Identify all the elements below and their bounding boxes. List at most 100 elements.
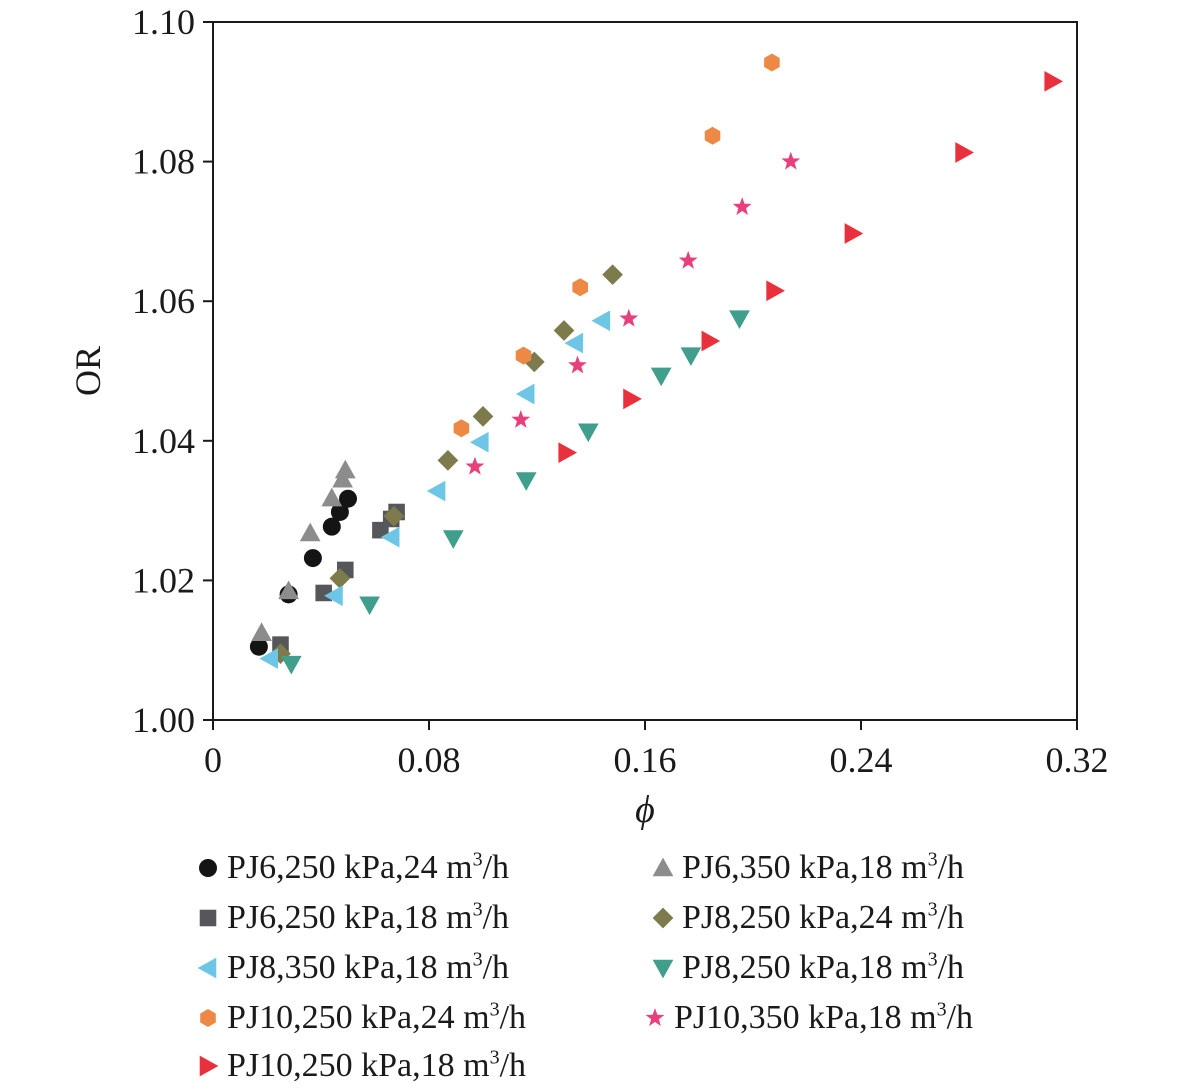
- y-tick-label: 1.00: [132, 700, 195, 740]
- data-point: [515, 383, 535, 405]
- data-point: [380, 526, 400, 548]
- x-axis-label: ϕ: [635, 789, 655, 830]
- data-point: [251, 622, 272, 642]
- legend-label: PJ10,250 kPa,18 m3/h: [227, 1046, 527, 1084]
- legend-label: PJ10,350 kPa,18 m3/h: [674, 998, 974, 1036]
- legend-marker-triangle-up-icon: [652, 857, 674, 877]
- legend-marker-shape: [197, 957, 217, 979]
- data-point: [781, 151, 801, 170]
- y-tick-label: 1.04: [132, 421, 195, 461]
- data-point: [577, 423, 599, 443]
- data-point: [278, 580, 299, 600]
- data-point: [472, 406, 494, 427]
- legend-marker-shape: [652, 959, 674, 979]
- legend-item: PJ10,250 kPa,18 m3/h: [195, 1046, 526, 1086]
- legend-marker-shape: [199, 859, 217, 877]
- data-point: [572, 278, 588, 297]
- data-point: [259, 648, 278, 669]
- legend-item: PJ6,250 kPa,18 m3/h: [195, 898, 509, 938]
- data-point: [955, 142, 974, 163]
- legend-item: PJ8,350 kPa,18 m3/h: [195, 948, 509, 988]
- x-tick-label: 0.32: [1046, 740, 1109, 780]
- data-point: [704, 126, 721, 145]
- plot-area-frame: [212, 21, 1078, 721]
- data-point: [465, 456, 485, 475]
- data-point: [619, 308, 639, 327]
- data-point: [469, 431, 489, 453]
- data-point: [303, 549, 322, 568]
- data-point: [732, 197, 752, 215]
- legend-item: PJ6,350 kPa,18 m3/h: [650, 848, 964, 888]
- data-point: [249, 637, 268, 656]
- legend-marker-circle-icon: [199, 859, 217, 877]
- x-tick-label: 0.24: [830, 740, 893, 780]
- y-tick-label: 1.08: [132, 142, 195, 182]
- x-tick-label: 0: [204, 740, 222, 780]
- data-point: [299, 522, 321, 542]
- legend-marker-square-icon: [199, 909, 217, 927]
- legend-label: PJ10,250 kPa,24 m3/h: [227, 998, 527, 1036]
- legend-item: PJ8,250 kPa,18 m3/h: [650, 948, 964, 988]
- data-point: [330, 502, 349, 521]
- data-point: [591, 310, 611, 332]
- data-point: [515, 346, 532, 365]
- data-point: [383, 505, 405, 527]
- x-axis: 0 0.08 0.16 0.24 0.32: [204, 720, 1109, 780]
- data-point: [523, 351, 545, 373]
- data-point: [680, 347, 702, 366]
- data-point: [339, 489, 357, 508]
- legend-item: PJ6,250 kPa,24 m3/h: [195, 848, 509, 888]
- data-point: [321, 487, 343, 507]
- legend-marker-shape: [199, 1055, 219, 1077]
- legend-marker-triangle-down-icon: [652, 959, 674, 979]
- legend-marker-shape: [200, 1009, 216, 1027]
- y-tick-label: 1.06: [132, 281, 195, 321]
- data-point: [678, 250, 698, 269]
- y-tick-label: 1.02: [132, 560, 195, 600]
- data-point: [602, 264, 623, 286]
- legend-item: PJ10,350 kPa,18 m3/h: [642, 998, 973, 1038]
- data-points: [249, 53, 1064, 675]
- legend-label: PJ8,250 kPa,18 m3/h: [682, 948, 965, 986]
- data-point: [322, 517, 341, 536]
- legend-item: PJ10,250 kPa,24 m3/h: [195, 998, 526, 1038]
- legend-marker-star-icon: [645, 1008, 665, 1027]
- legend-marker-shape: [645, 1008, 665, 1027]
- legend-marker-triangle-right-icon: [199, 1055, 219, 1077]
- legend-label: PJ6,250 kPa,18 m3/h: [227, 898, 510, 936]
- y-axis-label: OR: [68, 346, 108, 396]
- legend-label: PJ8,350 kPa,18 m3/h: [227, 948, 510, 986]
- legend-marker-shape: [652, 907, 674, 929]
- data-point: [623, 388, 642, 410]
- data-point: [844, 223, 864, 244]
- legend-item: PJ8,250 kPa,24 m3/h: [650, 898, 964, 938]
- y-axis: 1.00 1.02 1.04 1.06 1.08 1.10: [132, 2, 213, 740]
- data-point: [511, 409, 531, 428]
- data-point: [1044, 70, 1064, 92]
- data-point: [329, 567, 351, 589]
- y-tick-label: 1.10: [132, 2, 195, 42]
- data-point: [453, 419, 470, 438]
- legend-label: PJ8,250 kPa,24 m3/h: [682, 898, 965, 936]
- x-tick-label: 0.16: [614, 740, 677, 780]
- data-point: [324, 585, 343, 607]
- data-point: [442, 530, 464, 549]
- data-point: [650, 367, 672, 387]
- data-point: [426, 480, 446, 502]
- data-point: [553, 320, 575, 341]
- data-point: [280, 655, 302, 675]
- legend-label: PJ6,350 kPa,18 m3/h: [682, 848, 965, 886]
- legend-marker-diamond-icon: [652, 907, 674, 929]
- data-point: [515, 472, 537, 491]
- data-point: [766, 280, 785, 302]
- x-tick-label: 0.08: [398, 740, 461, 780]
- data-point: [359, 596, 380, 616]
- scatter-chart: 0 0.08 0.16 0.24 0.32 1.001.021.041.061.081.…: [68, 2, 1109, 830]
- legend-marker-shape: [652, 857, 674, 877]
- legend-marker-hexagon-icon: [200, 1009, 216, 1027]
- data-point: [558, 442, 578, 464]
- legend-marker-triangle-left-icon: [197, 957, 217, 979]
- data-point: [701, 330, 721, 352]
- data-point: [764, 53, 780, 72]
- legend-marker-shape: [199, 909, 217, 927]
